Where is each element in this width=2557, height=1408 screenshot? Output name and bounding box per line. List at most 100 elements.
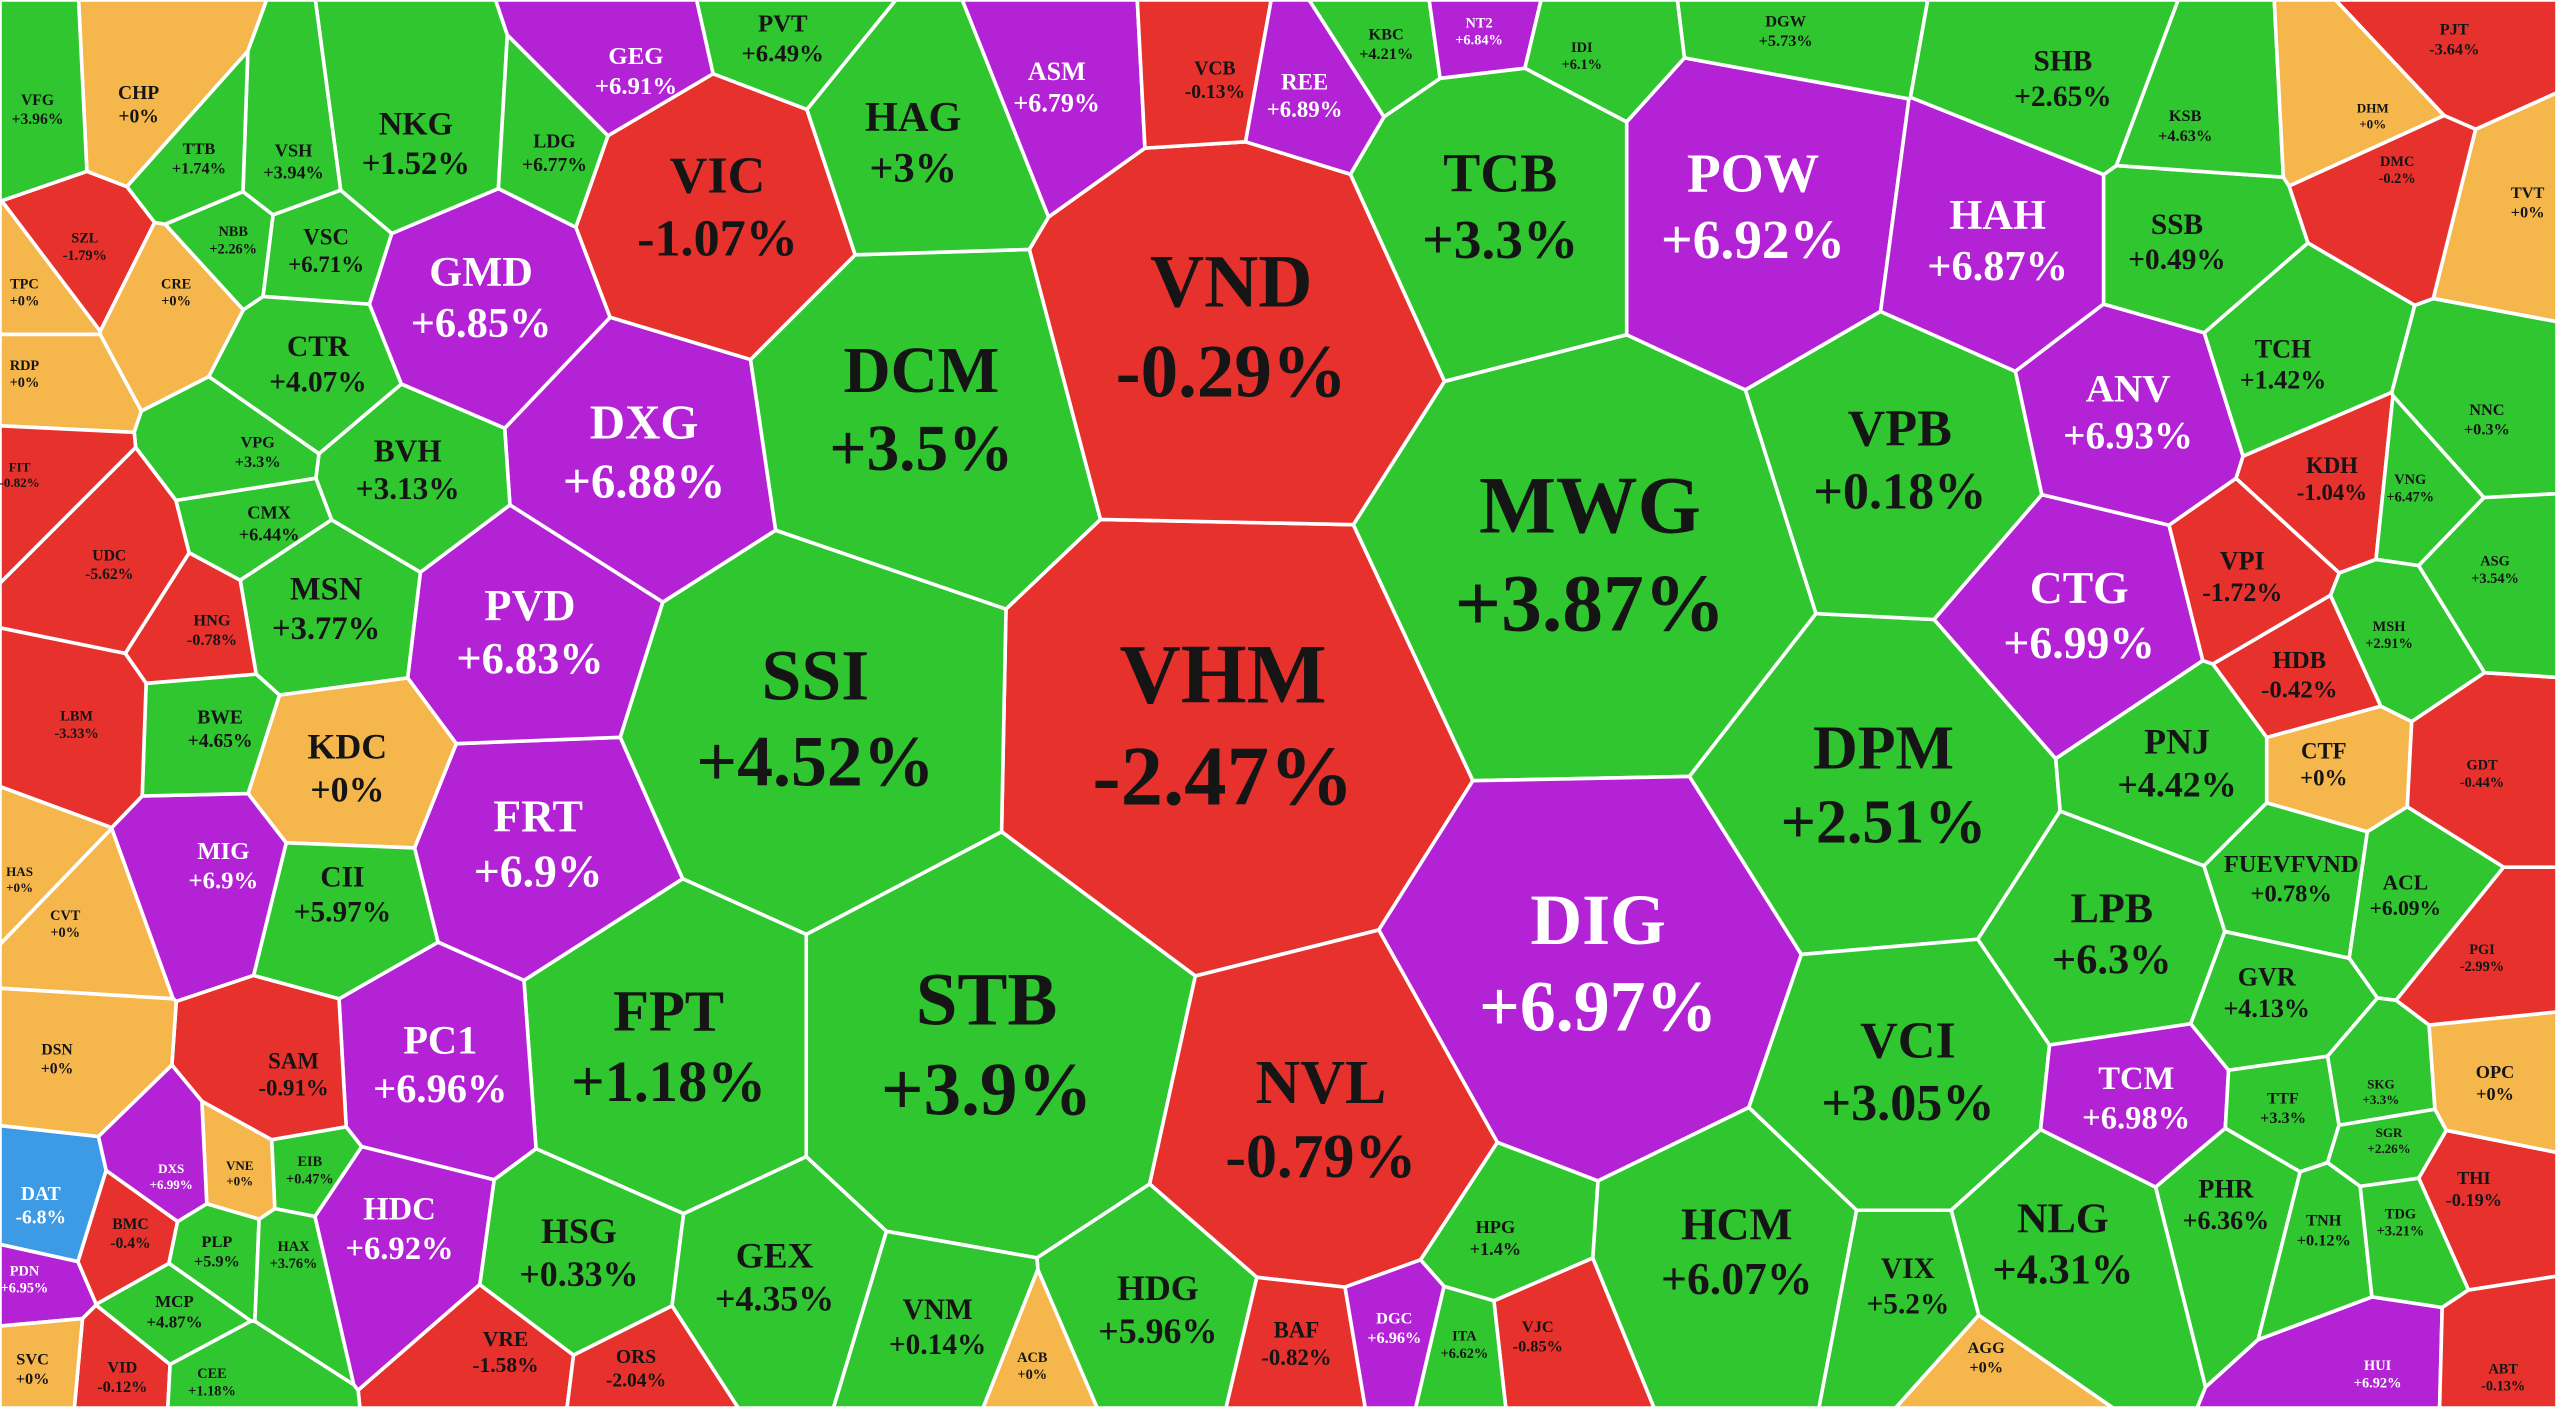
change-label: -3.33% [55, 726, 99, 742]
ticker-label: VIX [1881, 1253, 1935, 1285]
stock-cell [1523, 0, 1687, 124]
stock-cell [0, 424, 138, 585]
stock-cell [694, 0, 898, 112]
ticker-label: CRE [161, 276, 191, 292]
change-label: +0% [2359, 116, 2386, 131]
change-label: +6.3% [2052, 936, 2172, 983]
change-label: -2.99% [2460, 959, 2504, 975]
ticker-label: TCB [1443, 143, 1557, 204]
ticker-label: BWE [197, 708, 243, 729]
change-label: +4.13% [2223, 994, 2310, 1023]
ticker-label: LPB [2071, 885, 2153, 932]
change-label: +3.13% [356, 471, 460, 506]
ticker-label: REE [1281, 69, 1328, 94]
change-label: -0.29% [1116, 331, 1347, 414]
change-label: +4.35% [715, 1279, 834, 1319]
ticker-label: GMD [429, 249, 533, 296]
change-label: +3.3% [2363, 1092, 2400, 1107]
change-label: -1.04% [2297, 480, 2367, 505]
ticker-label: ASM [1028, 57, 1086, 86]
change-label: +3.3% [235, 452, 281, 471]
ticker-label: FPT [613, 979, 724, 1044]
ticker-label: ACB [1017, 1350, 1048, 1366]
stock-cell [0, 1316, 85, 1408]
ticker-label: CHP [118, 83, 159, 104]
change-label: -5.62% [85, 566, 133, 583]
change-label: +6.99% [2003, 617, 2155, 668]
change-label: -1.72% [2202, 578, 2282, 607]
ticker-label: SSI [762, 635, 870, 715]
change-label: -3.64% [2429, 39, 2479, 58]
change-label: +4.31% [1993, 1246, 2134, 1293]
change-label: +6.9% [188, 868, 258, 895]
stock-cell [1893, 1313, 2115, 1408]
ticker-label: PDN [10, 1263, 40, 1279]
change-label: +5.97% [294, 897, 391, 929]
change-label: -1.79% [63, 248, 107, 264]
change-label: -0.82% [0, 475, 40, 490]
ticker-label: ANV [2086, 368, 2171, 411]
change-label: +6.89% [1267, 97, 1343, 122]
ticker-label: TTB [183, 139, 216, 158]
ticker-label: HDB [2272, 647, 2326, 674]
change-label: +4.65% [188, 731, 253, 752]
change-label: +6.97% [1479, 966, 1717, 1046]
ticker-label: STB [916, 959, 1058, 1042]
change-label: +6.85% [411, 300, 552, 347]
ticker-label: TDG [2385, 1206, 2416, 1222]
ticker-label: DGC [1376, 1309, 1412, 1328]
ticker-label: DHM [2357, 101, 2389, 116]
change-label: +2.26% [2367, 1141, 2410, 1156]
stock-cell [981, 1267, 1099, 1408]
ticker-label: DCM [843, 335, 999, 407]
change-label: +0.49% [2128, 244, 2225, 276]
ticker-label: PHR [2198, 1175, 2254, 1204]
ticker-label: DMC [2380, 154, 2414, 170]
ticker-label: BVH [374, 434, 442, 469]
change-label: +5.2% [1867, 1288, 1950, 1320]
change-label: +0% [16, 1369, 50, 1388]
stock-cell [493, 0, 715, 138]
change-label: -0.13% [1185, 82, 1245, 103]
change-label: -0.44% [2460, 775, 2504, 791]
stock-cell [96, 1063, 209, 1224]
change-label: -0.42% [2261, 677, 2337, 704]
ticker-label: HAS [6, 864, 33, 879]
ticker-label: PC1 [403, 1018, 477, 1063]
ticker-label: IDI [1571, 40, 1593, 56]
ticker-label: NVL [1255, 1049, 1386, 1117]
ticker-label: POW [1687, 143, 1819, 204]
ticker-label: SAM [268, 1048, 319, 1073]
change-label: +6.83% [456, 633, 603, 683]
stock-cell [2272, 0, 2446, 188]
change-label: -0.91% [258, 1076, 328, 1101]
change-label: +6.92% [1661, 209, 1845, 270]
change-label: +3.5% [829, 413, 1013, 485]
change-label: -0.78% [187, 630, 237, 649]
change-label: +0% [310, 769, 384, 809]
ticker-label: ASG [2480, 554, 2509, 570]
ticker-label: DGW [1765, 12, 1806, 31]
change-label: +0.18% [1813, 462, 1986, 520]
stock-cell [1243, 0, 1386, 177]
ticker-label: CVT [50, 908, 81, 924]
change-label: +0% [1969, 1358, 2003, 1377]
change-label: +6.98% [2082, 1100, 2190, 1136]
change-label: +6.88% [563, 453, 725, 508]
change-label: +5.73% [1759, 31, 1813, 50]
ticker-label: HAH [1949, 192, 2046, 239]
change-label: +0% [6, 880, 33, 895]
change-label: +6.49% [742, 40, 824, 67]
change-label: +6.07% [1661, 1253, 1813, 1304]
change-label: +0% [226, 1174, 253, 1189]
ticker-label: DXS [158, 1161, 184, 1176]
change-label: -0.12% [97, 1377, 147, 1396]
ticker-label: NBB [218, 224, 248, 240]
change-label: +6.91% [595, 73, 677, 100]
change-label: +3.05% [1821, 1074, 1994, 1132]
ticker-label: TVT [2511, 183, 2545, 202]
change-label: +4.52% [696, 722, 934, 802]
ticker-label: CII [320, 861, 364, 893]
stock-cell [0, 826, 175, 1001]
stock-cell [1413, 1284, 1508, 1408]
